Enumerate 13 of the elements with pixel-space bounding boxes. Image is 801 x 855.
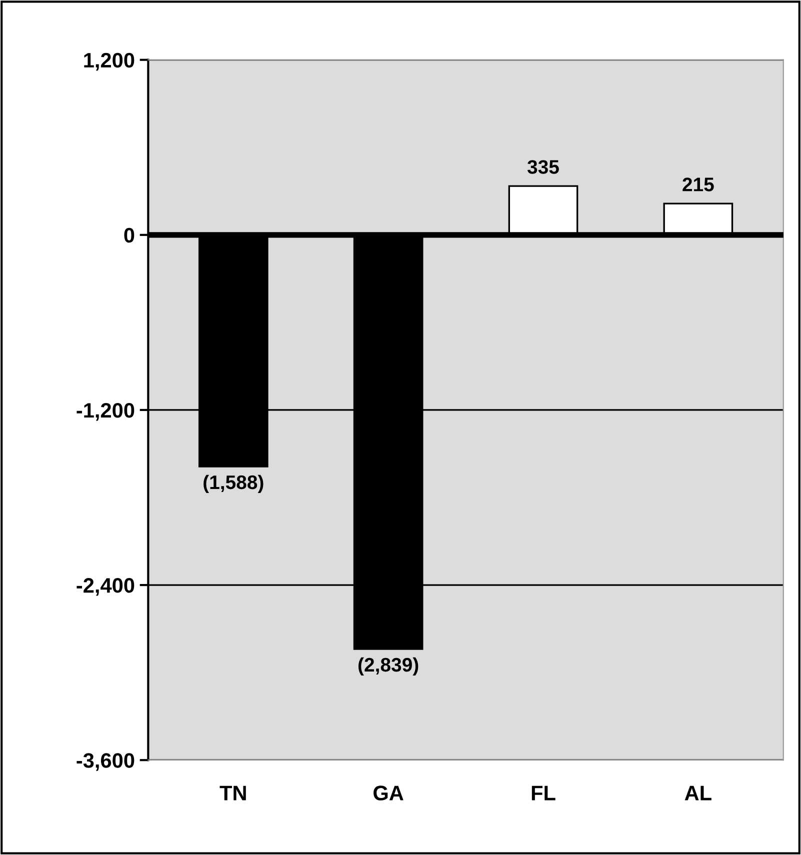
x-tick-label: TN bbox=[220, 786, 246, 800]
data-label: 335 bbox=[527, 160, 559, 174]
data-label: (1,588) bbox=[204, 474, 264, 494]
y-tick-label: 0 bbox=[124, 228, 134, 243]
x-tick-label: AL bbox=[684, 786, 712, 800]
x-tick-label: GA bbox=[374, 786, 404, 800]
y-tick-label: -3,600 bbox=[76, 753, 134, 771]
data-label: (2,839) bbox=[358, 657, 418, 676]
y-tick-label: 1,200 bbox=[84, 52, 134, 71]
x-tick-label: FL bbox=[532, 786, 556, 800]
y-tick-label: -1,200 bbox=[76, 402, 134, 421]
y-tick-label: -2,400 bbox=[76, 578, 134, 596]
data-label: 215 bbox=[682, 178, 714, 192]
